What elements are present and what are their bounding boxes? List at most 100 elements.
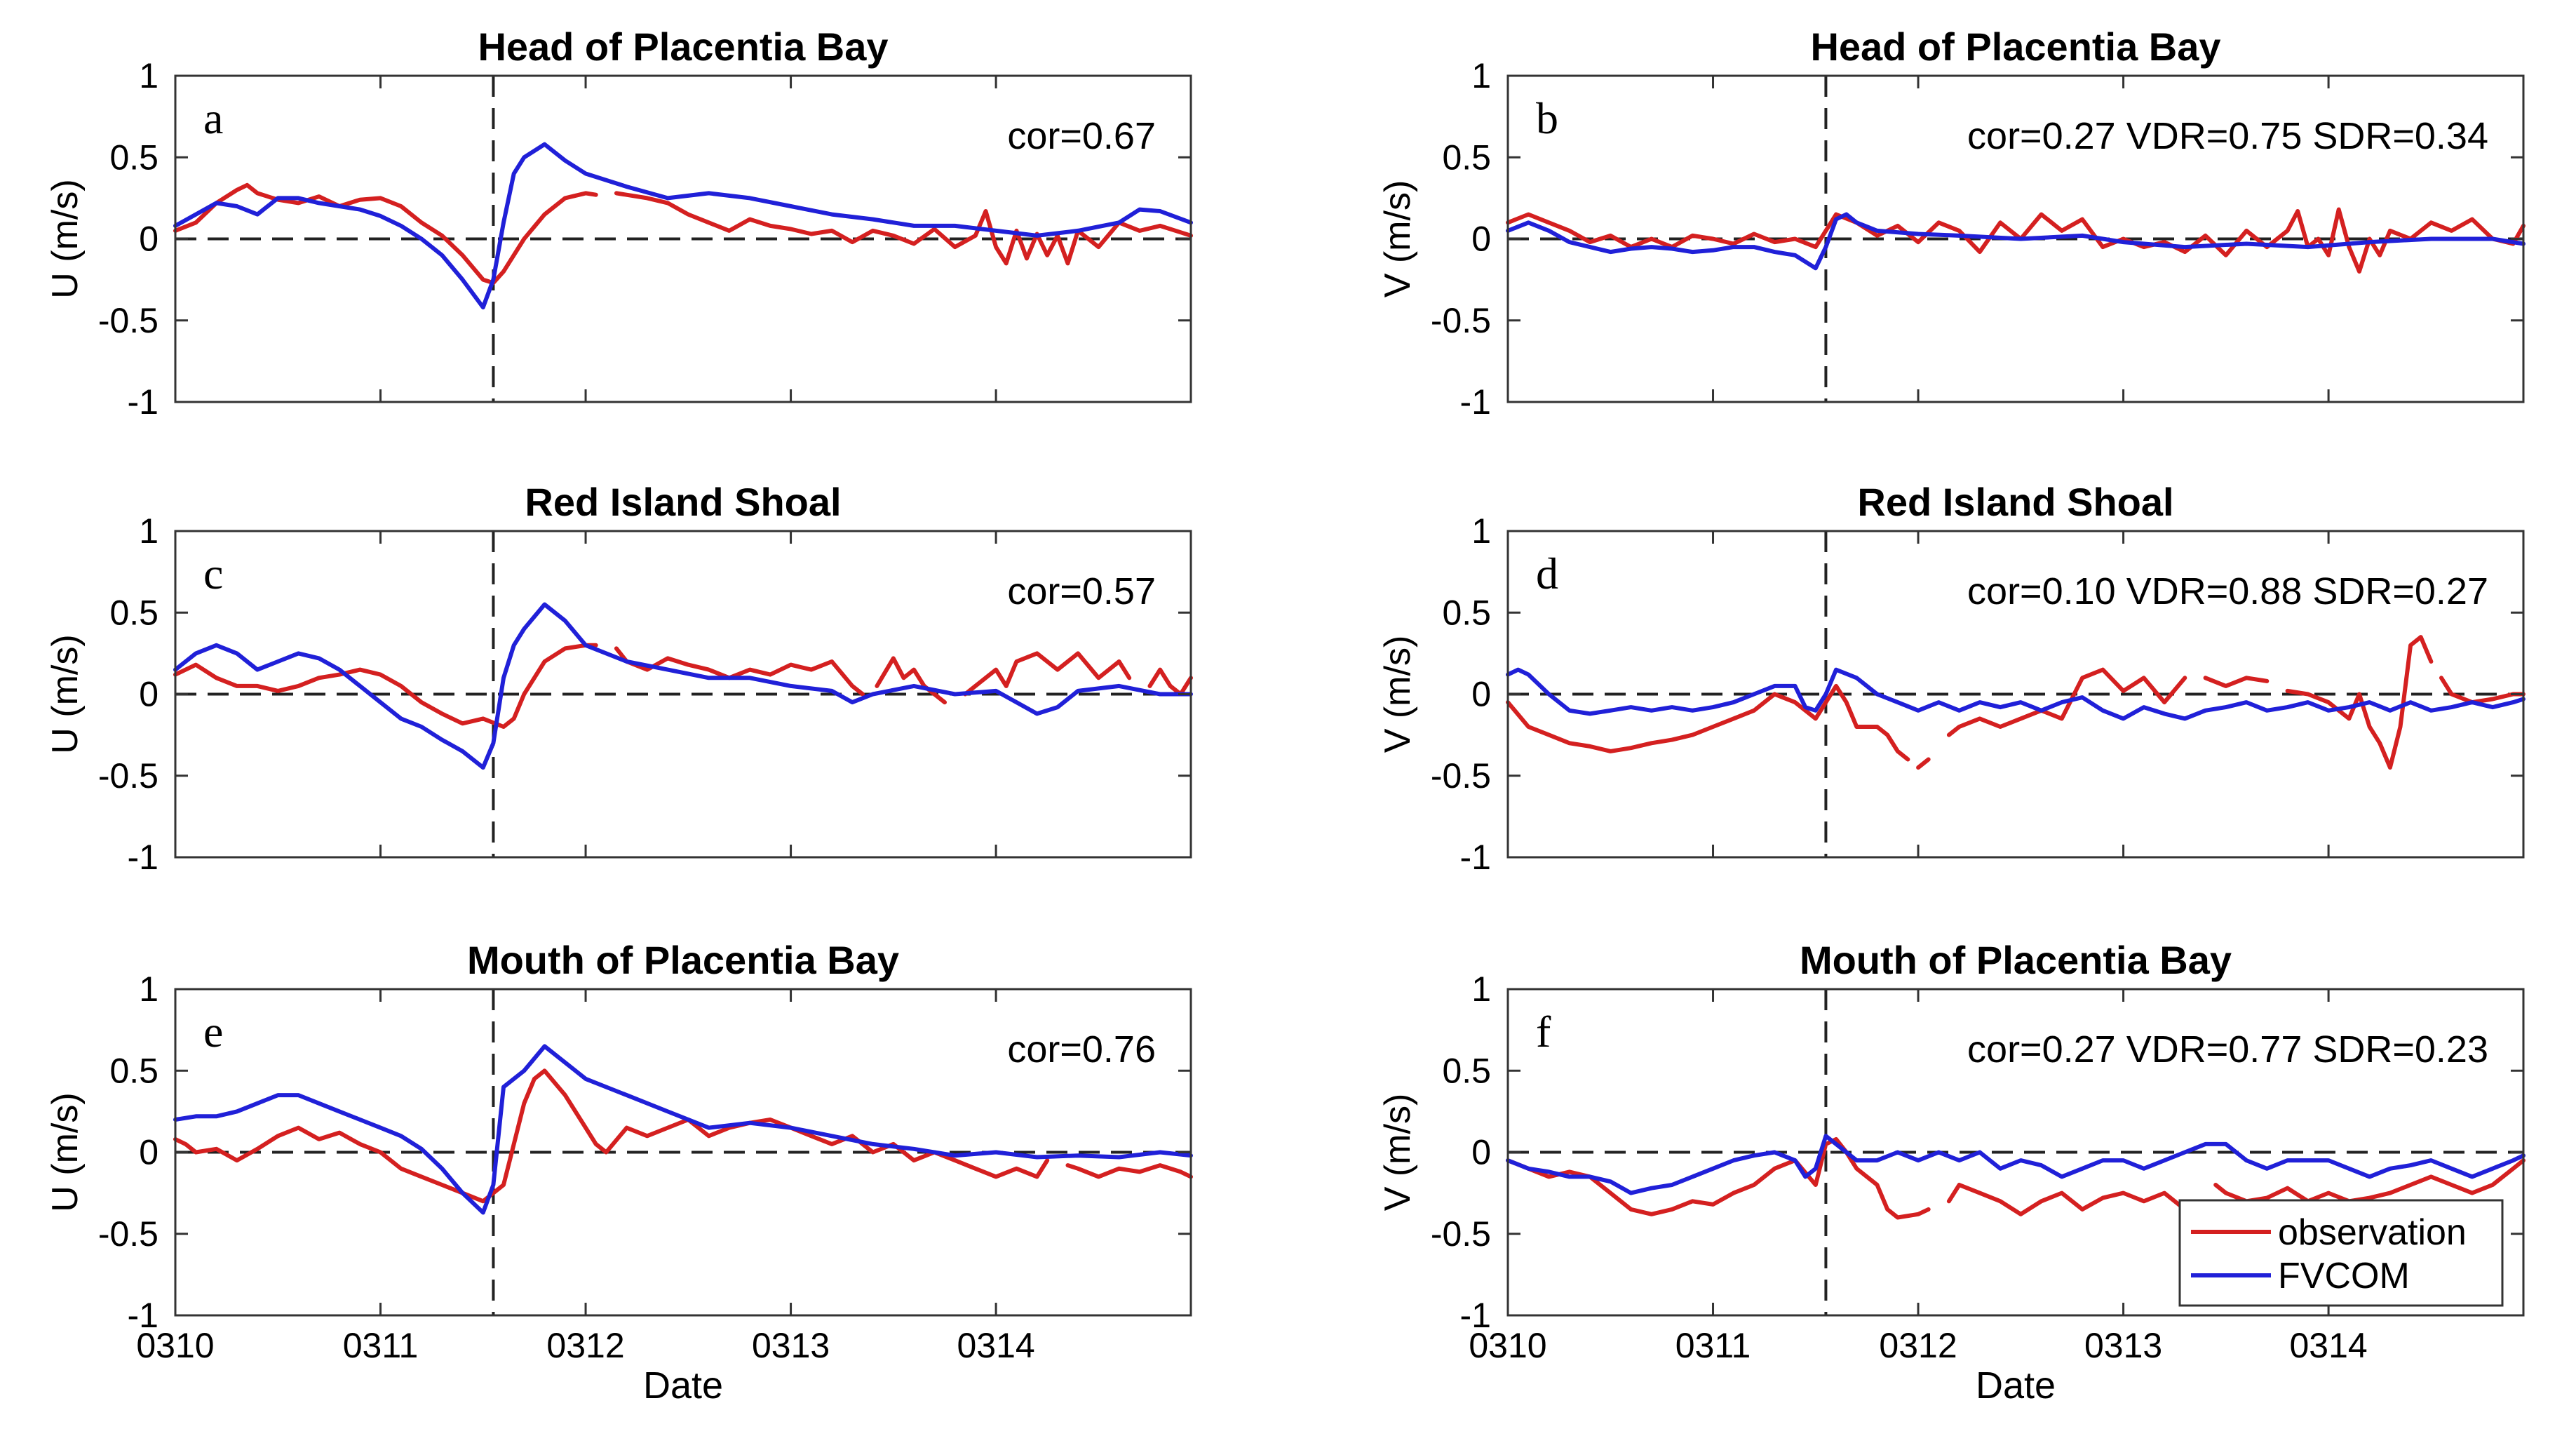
y-tick-label: -1 — [128, 382, 159, 422]
y-tick-label: 0 — [139, 1133, 159, 1172]
legend-label: observation — [2278, 1212, 2467, 1253]
panel-title: Red Island Shoal — [525, 480, 841, 524]
series-observation — [173, 182, 1193, 286]
y-tick-label: 0.5 — [109, 1051, 159, 1090]
fvcom-line-segment — [1506, 212, 2526, 271]
observation-line-segment — [1946, 1183, 2187, 1216]
y-axis-label: U (m/s) — [45, 179, 86, 298]
y-tick-label: -0.5 — [98, 1214, 159, 1254]
observation-line-segment — [1916, 757, 1931, 770]
y-tick-label: 0.5 — [1442, 137, 1491, 177]
y-tick-label: -1 — [1460, 838, 1491, 877]
legend-label: FVCOM — [2278, 1256, 2410, 1296]
y-axis-label: V (m/s) — [1377, 636, 1418, 753]
y-tick-label: -1 — [1460, 1296, 1491, 1335]
x-tick-label: 0312 — [546, 1326, 624, 1365]
x-axis-label: Date — [643, 1364, 723, 1407]
panel-d: 1 0.5 0 -0.5 -1 Red Island Shoal V (m/s) d cor=0… — [1377, 480, 2526, 877]
panel-title: Head of Placentia Bay — [478, 25, 888, 69]
y-tick-label: -0.5 — [1431, 301, 1491, 340]
y-tick-label: 1 — [139, 56, 159, 95]
panel-letter: e — [203, 1007, 223, 1056]
panel-letter: d — [1536, 549, 1558, 598]
series-fvcom — [173, 142, 1193, 310]
x-axis-label: Date — [1976, 1364, 2056, 1407]
y-tick-label: -1 — [1460, 382, 1491, 422]
y-axis-label: U (m/s) — [45, 1092, 86, 1212]
panel-title: Head of Placentia Bay — [1810, 25, 2220, 69]
series-fvcom — [1506, 667, 2526, 721]
fvcom-line-segment — [1506, 1134, 2526, 1195]
series-fvcom — [1506, 1134, 2526, 1195]
y-tick-label: -0.5 — [98, 756, 159, 796]
y-axis-label: U (m/s) — [45, 634, 86, 753]
panel-letter: c — [203, 549, 223, 598]
panel-letter: a — [203, 93, 223, 143]
observation-line-segment — [2203, 676, 2270, 688]
observation-line-segment — [173, 643, 598, 729]
fvcom-line-segment — [173, 602, 1193, 770]
observation-line-segment — [614, 646, 865, 697]
y-tick-label: 1 — [1471, 511, 1491, 551]
panel-letter: f — [1536, 1007, 1551, 1056]
observation-line-segment — [1506, 683, 1910, 762]
y-tick-label: -1 — [128, 838, 159, 877]
panel-a: 1 0.5 0 -0.5 -1 Head of Placentia Bay U (m/s) a… — [45, 25, 1193, 422]
x-tick-label: 0314 — [2289, 1326, 2367, 1365]
y-tick-label: 0.5 — [109, 137, 159, 177]
observation-line-segment — [2213, 1158, 2526, 1204]
y-tick-label: -0.5 — [1431, 756, 1491, 796]
stats-annotation: cor=0.27 VDR=0.75 SDR=0.34 — [1967, 115, 2488, 157]
observation-line-segment — [1065, 1163, 1193, 1179]
panel-title: Mouth of Placentia Bay — [1800, 938, 2232, 982]
observation-line-segment — [1946, 667, 2187, 737]
fvcom-line-segment — [173, 1044, 1193, 1215]
panel-c: 1 0.5 0 -0.5 -1 Red Island Shoal U (m/s) c cor=0… — [45, 480, 1193, 877]
y-axis-label: V (m/s) — [1377, 180, 1418, 298]
y-tick-label: 1 — [1471, 56, 1491, 95]
stats-annotation: cor=0.10 VDR=0.88 SDR=0.27 — [1967, 570, 2488, 612]
panel-b: 1 0.5 0 -0.5 -1 Head of Placentia Bay V (m/s) b… — [1377, 25, 2526, 422]
x-tick-label: 0310 — [136, 1326, 214, 1365]
stats-annotation: cor=0.76 — [1007, 1028, 1156, 1071]
y-tick-label: 0.5 — [1442, 593, 1491, 632]
x-tick-label: 0310 — [1469, 1326, 1546, 1365]
y-tick-label: 0 — [1471, 220, 1491, 259]
panel-letter: b — [1536, 93, 1558, 143]
x-tick-label: 0313 — [752, 1326, 830, 1365]
series-fvcom — [173, 1044, 1193, 1215]
observation-line-segment — [2439, 676, 2526, 705]
fvcom-line-segment — [1506, 667, 2526, 721]
x-tick-label: 0314 — [957, 1326, 1034, 1365]
stats-annotation: cor=0.27 VDR=0.77 SDR=0.23 — [1967, 1028, 2488, 1071]
panel-title: Mouth of Placentia Bay — [467, 938, 899, 982]
y-tick-label: 0 — [139, 675, 159, 714]
y-tick-label: 0 — [1471, 1133, 1491, 1172]
y-tick-label: -0.5 — [1431, 1214, 1491, 1254]
panel-title: Red Island Shoal — [1857, 480, 2173, 524]
observation-line-segment — [2285, 635, 2434, 770]
y-tick-label: 1 — [139, 511, 159, 551]
series-observation — [173, 1068, 1193, 1204]
x-tick-label: 0313 — [2084, 1326, 2162, 1365]
y-tick-label: -0.5 — [98, 301, 159, 340]
y-tick-label: 0 — [1471, 675, 1491, 714]
series-fvcom — [173, 602, 1193, 770]
observation-line-segment — [963, 651, 1132, 697]
observation-line-segment — [875, 656, 947, 705]
y-tick-label: 0 — [139, 220, 159, 259]
y-tick-label: -1 — [128, 1296, 159, 1335]
x-tick-label: 0312 — [1879, 1326, 1957, 1365]
observation-line-segment — [1147, 667, 1193, 697]
series-fvcom — [1506, 212, 2526, 271]
observation-line-segment — [173, 182, 598, 286]
y-tick-label: 0.5 — [1442, 1051, 1491, 1090]
y-tick-label: 1 — [1471, 970, 1491, 1009]
y-tick-label: 0.5 — [109, 593, 159, 632]
y-tick-label: 1 — [139, 970, 159, 1009]
x-tick-label: 0311 — [1675, 1326, 1751, 1365]
